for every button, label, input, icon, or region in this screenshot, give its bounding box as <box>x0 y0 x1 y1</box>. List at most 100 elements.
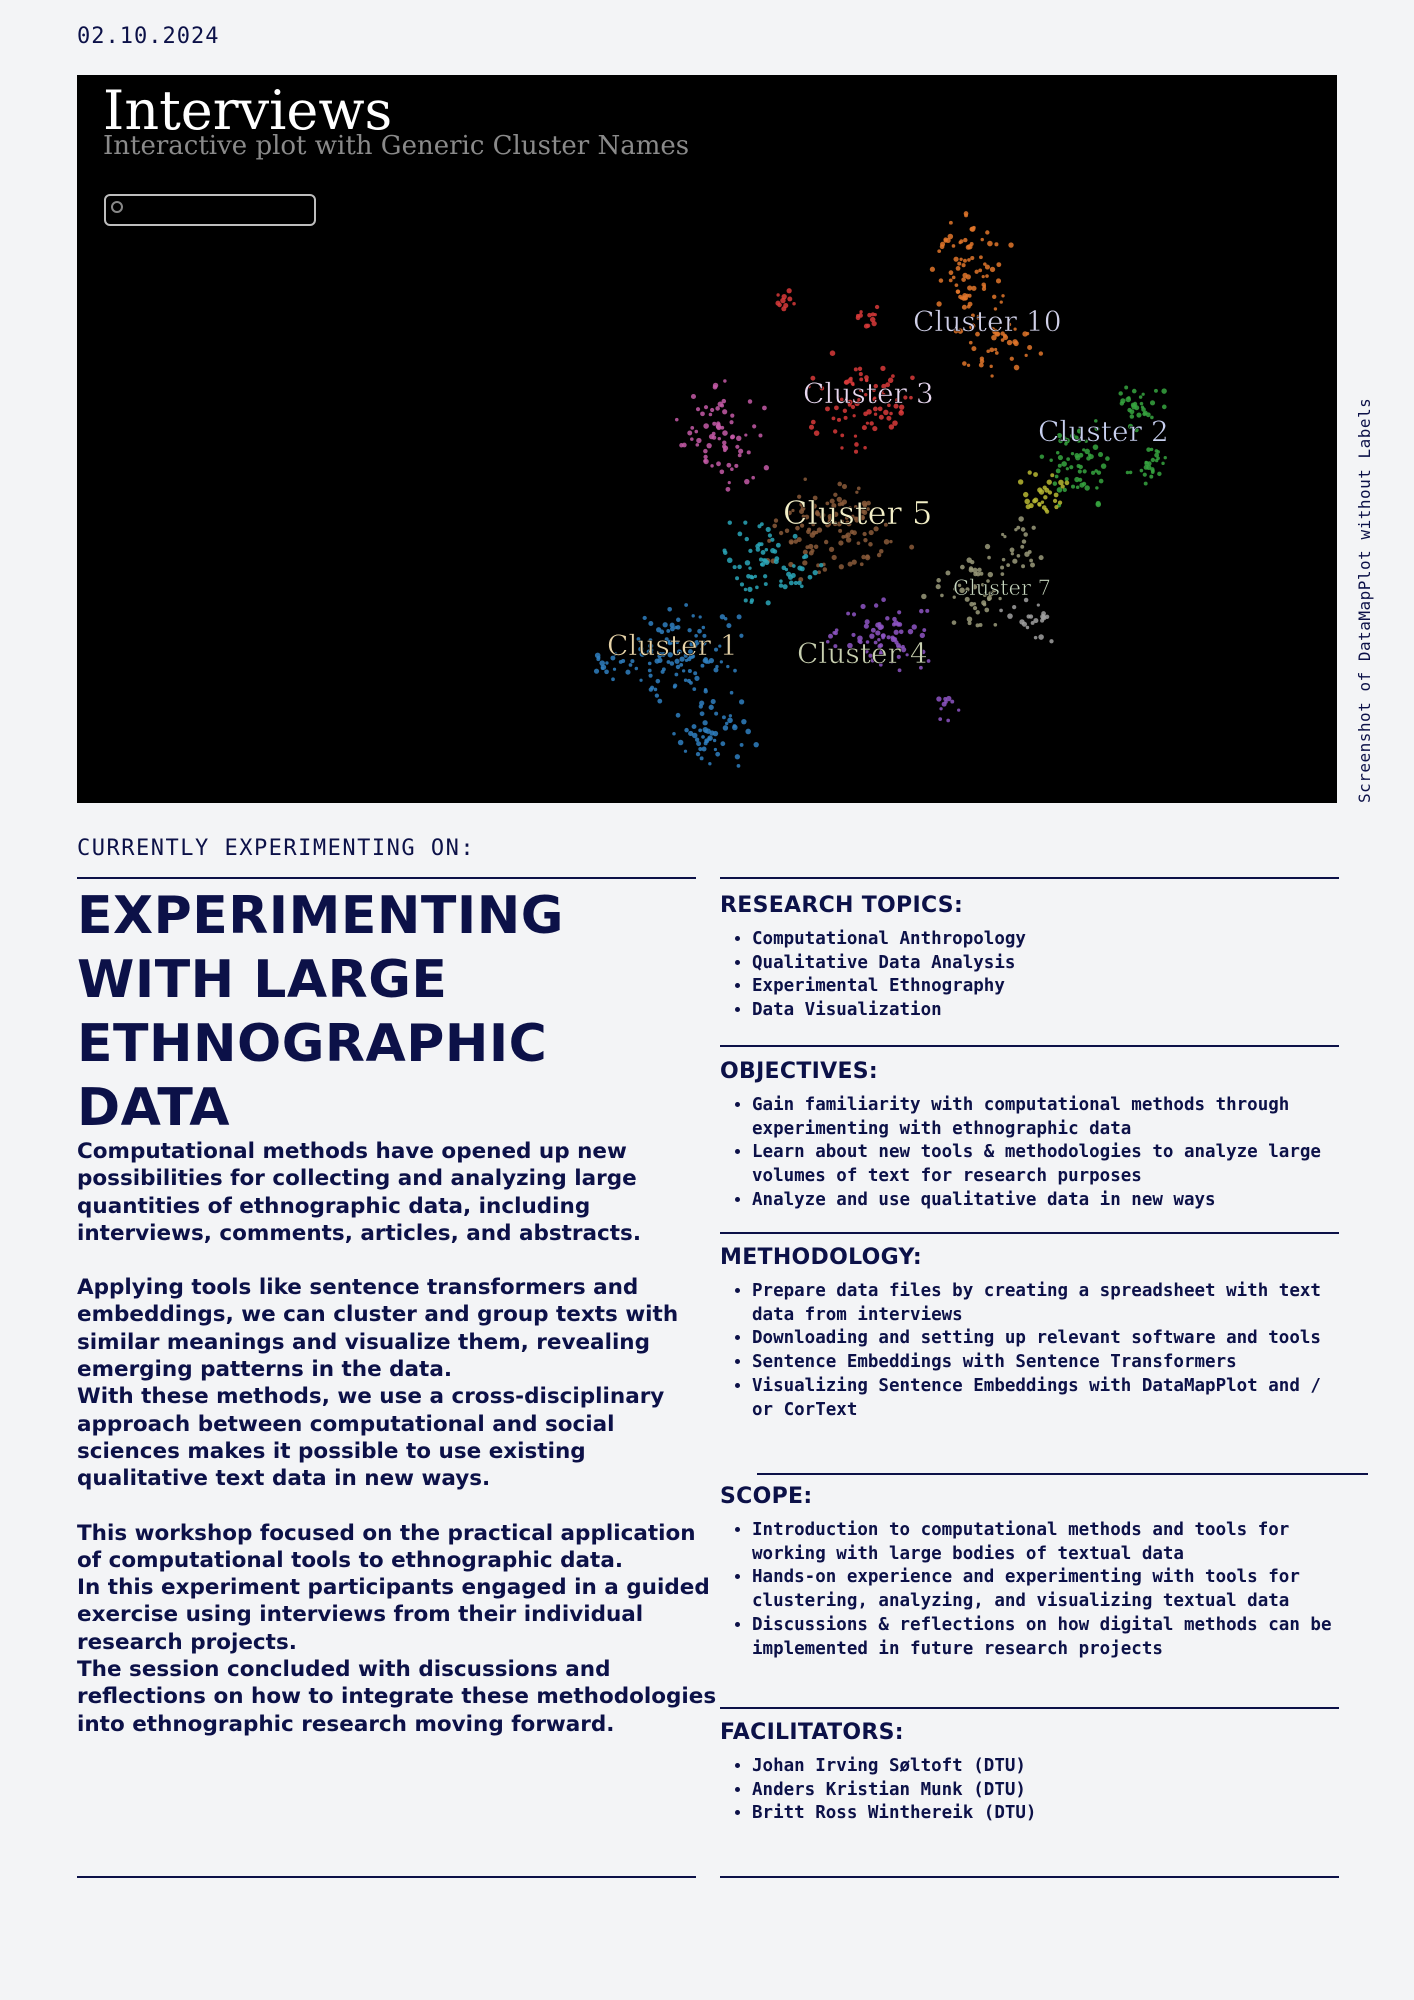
scatter-point <box>825 406 830 412</box>
scatter-point <box>776 293 780 297</box>
scatter-point <box>998 596 1002 601</box>
divider <box>720 877 1339 879</box>
scatter-point <box>950 699 955 704</box>
scatter-point <box>715 751 721 757</box>
scatter-point <box>986 349 990 354</box>
scatter-point <box>975 571 981 577</box>
scatter-point <box>869 633 875 639</box>
scatter-point <box>1012 604 1017 610</box>
scatter-point <box>977 567 982 572</box>
scatter-point <box>972 567 978 574</box>
scatter-point <box>898 629 904 635</box>
scatter-point <box>1020 527 1026 532</box>
scatter-point <box>935 584 941 590</box>
scatter-point <box>1029 558 1034 563</box>
scatter-point <box>1094 469 1098 473</box>
scatter-point <box>779 579 783 583</box>
scatter-point <box>764 559 770 566</box>
scatter-point <box>873 603 879 608</box>
plot-title: Interviews <box>103 79 393 142</box>
scatter-point <box>999 300 1003 304</box>
scatter-point <box>1163 456 1167 460</box>
list-item: Introduction to computational methods an… <box>752 1519 1340 1566</box>
paragraph: The session concluded with discussions a… <box>77 1657 717 1737</box>
scatter-point <box>864 649 869 654</box>
scatter-point <box>961 263 966 268</box>
scatter-point <box>703 657 709 662</box>
scatter-point <box>943 697 948 701</box>
scatter-point <box>688 730 694 737</box>
scatter-point <box>981 282 986 287</box>
scatter-point <box>1064 437 1070 444</box>
scatter-point <box>1009 356 1014 361</box>
scatter-point <box>999 608 1003 613</box>
scatter-point <box>686 656 692 662</box>
scatter-point <box>713 747 718 752</box>
scatter-point <box>613 652 618 656</box>
scatter-point <box>796 537 802 543</box>
scatter-point <box>838 528 843 533</box>
scatter-point <box>909 544 915 550</box>
scatter-point <box>883 409 889 416</box>
scatter-point <box>982 592 987 597</box>
scatter-point <box>1144 460 1148 464</box>
scatter-point <box>773 559 779 565</box>
scatter-point <box>899 404 905 410</box>
scatter-point <box>736 614 742 620</box>
list-item: Hands-on experience and experimenting wi… <box>752 1566 1340 1613</box>
scatter-point <box>1088 454 1094 460</box>
scatter-point <box>971 285 977 291</box>
scatter-point <box>1142 411 1147 417</box>
scatter-point <box>1146 464 1152 471</box>
scatter-point <box>1040 613 1046 620</box>
scatter-point <box>1058 479 1064 486</box>
scatter-point <box>858 313 863 318</box>
scatter-point <box>1036 603 1040 607</box>
scatter-point <box>726 664 730 669</box>
scatter-point <box>965 587 970 592</box>
scatter-point <box>1078 452 1084 458</box>
scatter-point <box>831 554 837 561</box>
scatter-point <box>758 433 763 438</box>
methodology-list: Prepare data files by creating a spreads… <box>720 1280 1340 1422</box>
list-item: Data Visualization <box>752 999 1340 1023</box>
scatter-point <box>642 615 647 621</box>
scatter-point <box>1021 539 1027 544</box>
scatter-point <box>869 421 874 426</box>
scatter-point <box>684 603 689 607</box>
scatter-point <box>1124 385 1129 390</box>
cluster-label: Cluster 2 <box>1038 415 1169 448</box>
scatter-point <box>708 412 713 417</box>
scatter-point <box>762 574 768 579</box>
scatter-point <box>730 434 736 440</box>
scatter-point <box>739 582 745 587</box>
research-topics-list: Computational Anthropology Qualitative D… <box>720 928 1340 1023</box>
plot-search-input[interactable] <box>104 194 316 226</box>
scatter-point <box>831 416 836 421</box>
scatter-point <box>694 675 700 681</box>
scatter-point <box>654 693 660 698</box>
scatter-point <box>674 417 679 422</box>
scatter-point <box>972 602 977 606</box>
scatter-point <box>673 683 678 688</box>
scatter-point <box>847 399 853 405</box>
list-item: Computational Anthropology <box>752 928 1340 952</box>
scatter-point <box>648 643 654 649</box>
scatter-point <box>1038 555 1044 561</box>
scatter-point <box>789 540 794 545</box>
scatter-point <box>892 420 898 426</box>
scatter-point <box>1010 552 1014 556</box>
scatter-point <box>967 285 973 291</box>
scatter-point <box>839 397 844 402</box>
scatter-point <box>657 698 663 704</box>
scatter-point <box>667 640 671 645</box>
scatter-point <box>1033 635 1038 640</box>
scatter-point <box>953 256 959 262</box>
scatter-point <box>851 514 855 518</box>
scatter-point <box>770 548 776 554</box>
scatter-point <box>1055 468 1061 474</box>
scatter-point <box>938 278 944 283</box>
divider <box>77 1876 696 1878</box>
scatter-point <box>866 507 870 511</box>
scatter-point <box>759 542 764 547</box>
